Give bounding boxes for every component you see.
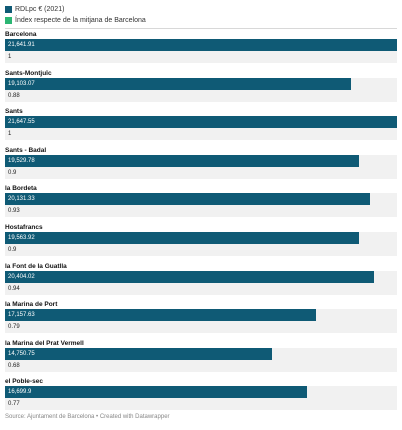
legend-divider	[5, 28, 397, 29]
index-track: 0.79	[5, 321, 397, 334]
index-value-label: 0.77	[8, 401, 20, 408]
legend: RDLpc € (2021) Índex respecte de la mitj…	[5, 5, 146, 27]
legend-item-rdlpc: RDLpc € (2021)	[5, 5, 146, 14]
legend-swatch-rdlpc	[5, 6, 12, 13]
rdlpc-track: 14,750.75	[5, 347, 397, 360]
rdlpc-value-label: 20,404.02	[8, 273, 35, 280]
index-track: 0.68	[5, 359, 397, 372]
category-label: la Marina del Prat Vermell	[5, 339, 84, 347]
rdlpc-track: 19,563.92	[5, 232, 397, 244]
index-track: 0.88	[5, 89, 397, 102]
legend-swatch-index	[5, 17, 12, 24]
rdlpc-bar	[5, 193, 370, 206]
rdlpc-value-label: 19,103.07	[8, 80, 35, 87]
rdlpc-track: 21,641.91	[5, 39, 397, 51]
rdlpc-value-label: 19,529.78	[8, 157, 35, 164]
rdlpc-value-label: 14,750.75	[8, 350, 35, 357]
rdlpc-track: 17,157.63	[5, 309, 397, 322]
legend-label-rdlpc: RDLpc € (2021)	[15, 6, 65, 13]
index-track: 0.9	[5, 244, 397, 256]
category-label: el Poble-sec	[5, 378, 43, 386]
legend-item-index: Índex respecte de la mitjana de Barcelon…	[5, 16, 146, 25]
rdlpc-bar	[5, 309, 316, 322]
rdlpc-value-label: 17,157.63	[8, 312, 35, 319]
index-value-label: 0.93	[8, 208, 20, 215]
index-track: 1	[5, 51, 397, 63]
index-track: 0.77	[5, 398, 397, 411]
rdlpc-track: 20,404.02	[5, 270, 397, 283]
rdlpc-bar	[5, 347, 273, 360]
rdlpc-bar	[5, 270, 375, 283]
index-track: 1	[5, 128, 397, 141]
rdlpc-bar	[5, 77, 351, 90]
index-value-label: 0.79	[8, 324, 20, 331]
index-track: 0.94	[5, 282, 397, 295]
category-label: la Font de la Guatlla	[5, 262, 67, 270]
rdlpc-value-label: 16,699.9	[8, 389, 32, 396]
category-label: la Bordeta	[5, 185, 37, 193]
index-value-label: 0.94	[8, 285, 20, 292]
rdlpc-track: 19,529.78	[5, 154, 397, 167]
index-track: 0.9	[5, 166, 397, 179]
index-value-label: 1	[8, 131, 12, 138]
rdlpc-track: 19,103.07	[5, 77, 397, 90]
index-track: 0.93	[5, 205, 397, 218]
category-label: Sants-Montjuïc	[5, 69, 52, 77]
category-label: Hostafrancs	[5, 224, 43, 231]
index-value-label: 0.9	[8, 247, 17, 253]
rdlpc-track: 16,699.9	[5, 386, 397, 399]
rdlpc-bar	[5, 116, 397, 129]
legend-label-index: Índex respecte de la mitjana de Barcelon…	[15, 17, 146, 24]
rdlpc-value-label: 20,131.33	[8, 196, 35, 203]
rdlpc-bar	[5, 232, 360, 244]
rdlpc-value-label: 21,647.55	[8, 119, 35, 126]
index-value-label: 0.9	[8, 169, 17, 176]
category-label: Sants - Badal	[5, 146, 47, 154]
index-value-label: 0.88	[8, 92, 20, 99]
category-label: Barcelona	[5, 31, 37, 38]
category-label: Sants	[5, 108, 23, 116]
index-value-label: 1	[8, 54, 12, 60]
rdlpc-bar	[5, 386, 308, 399]
source-note: Source: Ajuntament de Barcelona • Create…	[5, 414, 170, 420]
rdlpc-bar	[5, 154, 359, 167]
rdlpc-track: 21,647.55	[5, 116, 397, 129]
rdlpc-value-label: 19,563.92	[8, 235, 35, 241]
index-value-label: 0.68	[8, 362, 20, 369]
rdlpc-track: 20,131.33	[5, 193, 397, 206]
rdlpc-value-label: 21,641.91	[8, 42, 35, 48]
category-label: la Marina de Port	[5, 301, 58, 309]
rdlpc-bar	[5, 39, 397, 51]
